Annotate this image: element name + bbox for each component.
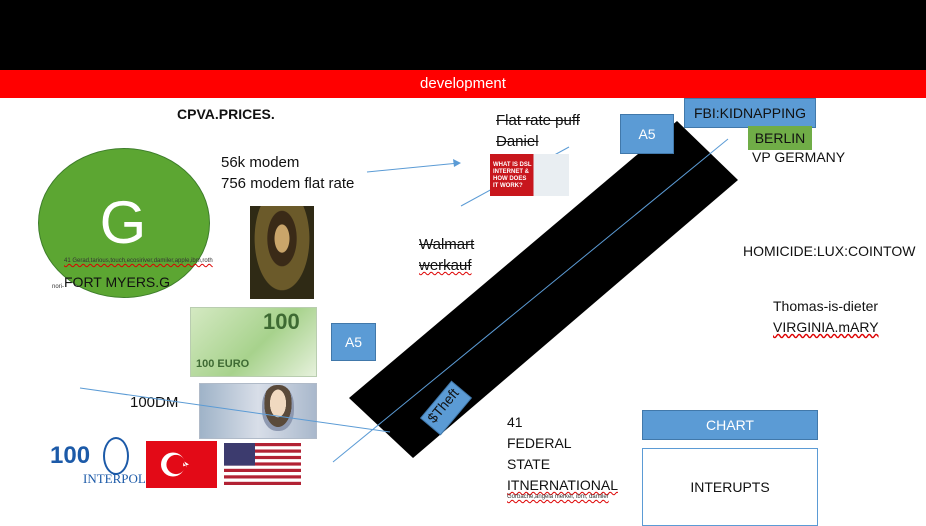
- walmart-line-1: Walmart: [419, 236, 475, 253]
- tiny-text-gorbache: Gorbache,angela merkel, ibm, damiler: [507, 494, 609, 500]
- 100dm-label: 100DM: [130, 394, 179, 411]
- a5-box-mid[interactable]: A5: [331, 323, 376, 361]
- modem-text: 56k modem 756 modem flat rate: [221, 152, 354, 194]
- fort-myers-label: FORT MYERS.G: [64, 274, 171, 290]
- modem-line-1: 56k modem: [221, 154, 300, 171]
- cpva-prices-label: CPVA.PRICES.: [177, 106, 275, 122]
- chart-button[interactable]: CHART: [642, 410, 818, 440]
- interpol-logo-text: INTERPOL: [83, 471, 146, 486]
- banknote-portrait: [262, 385, 294, 431]
- berlin-box[interactable]: BERLIN: [748, 126, 812, 150]
- arrow-line-modem: [366, 162, 460, 173]
- g-letter: G: [99, 189, 147, 256]
- interpol-100-logo: 100: [50, 442, 91, 469]
- development-banner: development: [0, 70, 926, 98]
- virginia-line: VIRGINIA.mARY: [773, 319, 879, 335]
- federal-line-2: FEDERAL: [507, 435, 572, 451]
- interupts-box[interactable]: INTERUPTS: [642, 448, 818, 526]
- federal-text: 41 FEDERAL STATE ITNERNATIONAL: [507, 412, 618, 496]
- dsl-image-text: WHAT IS DSL INTERNET & HOW DOES IT WORK?: [493, 162, 532, 189]
- tiny-text-names: 41 Gerad,tarious,touch,ecosiriver,damile…: [64, 258, 213, 264]
- deutsche-mark-banknote-image: [199, 383, 317, 439]
- arrow-head-icon: [453, 159, 461, 167]
- homicide-label: HOMICIDE:LUX:COINTOW: [743, 243, 916, 259]
- euro-banknote-image: [190, 307, 317, 377]
- flat-rate-line-1: Flat rate puff: [496, 112, 580, 129]
- thomas-text: Thomas-is-dieter VIRGINIA.mARY: [773, 296, 879, 338]
- federal-line-4: ITNERNATIONAL: [507, 477, 618, 493]
- a5-box-top[interactable]: A5: [620, 114, 674, 154]
- dsl-internet-image: [490, 154, 569, 196]
- usa-flag-icon: [224, 443, 301, 485]
- vp-germany-label: VP GERMANY: [752, 149, 846, 165]
- top-black-bar: [0, 0, 926, 70]
- mona-lisa-image: [250, 206, 314, 299]
- interpol-globe-icon: [103, 437, 129, 475]
- flat-rate-line-2: Daniel: [496, 133, 539, 150]
- modem-line-2: 756 modem flat rate: [221, 175, 355, 192]
- flat-rate-text: Flat rate puff Daniel: [496, 110, 580, 152]
- walmart-line-2: werkauf: [419, 257, 472, 274]
- tiny-text-nori: nori-: [52, 284, 65, 290]
- federal-line-1: 41: [507, 414, 523, 430]
- walmart-text: Walmart werkauf: [419, 234, 474, 276]
- theft-label: $Theft: [424, 385, 462, 426]
- euro-value-large: 100: [263, 309, 300, 334]
- thomas-line: Thomas-is-dieter: [773, 298, 879, 314]
- euro-value-small: 100 EURO: [196, 358, 250, 370]
- fbi-kidnapping-box[interactable]: FBI:KIDNAPPING: [684, 98, 816, 128]
- federal-line-3: STATE: [507, 456, 551, 472]
- g-circle-shape: [38, 148, 210, 298]
- turkey-flag-icon: [146, 441, 217, 488]
